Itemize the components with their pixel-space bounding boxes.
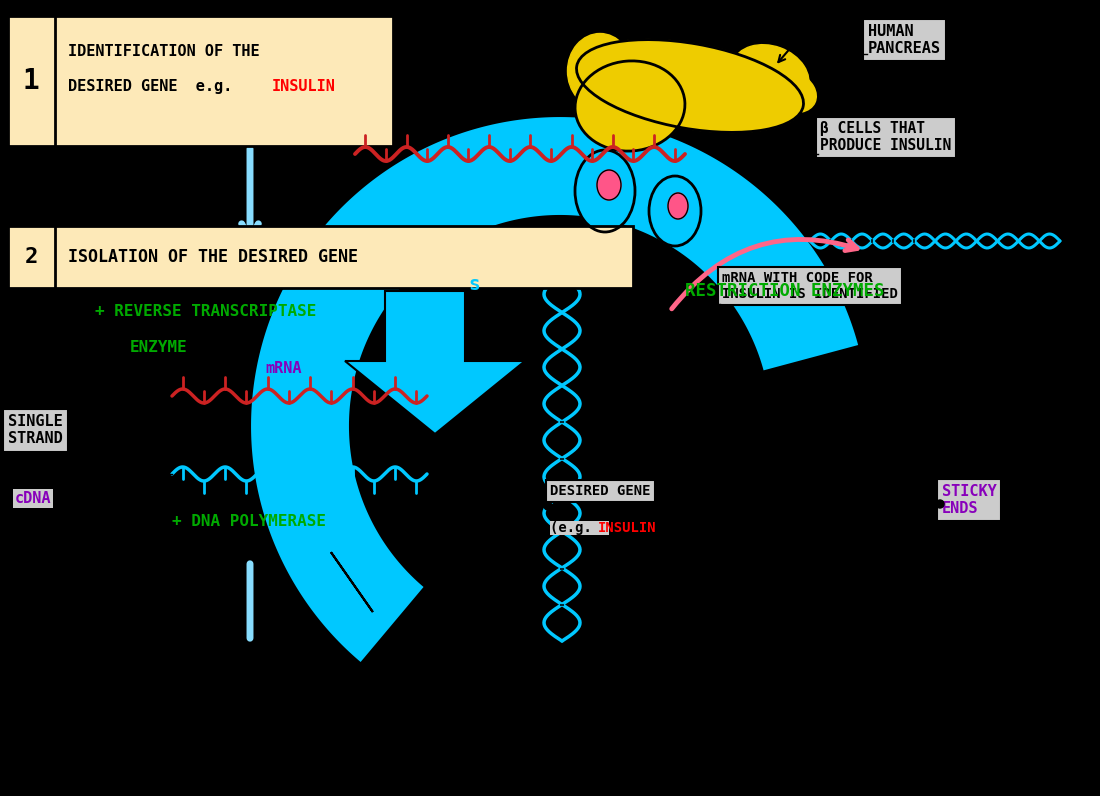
Text: mRNA: mRNA bbox=[265, 361, 301, 376]
Ellipse shape bbox=[597, 170, 622, 200]
Ellipse shape bbox=[763, 69, 816, 112]
Ellipse shape bbox=[575, 150, 635, 232]
Polygon shape bbox=[250, 116, 859, 664]
Polygon shape bbox=[345, 291, 525, 434]
FancyBboxPatch shape bbox=[8, 226, 632, 288]
Text: + DNA POLYMERASE: + DNA POLYMERASE bbox=[172, 513, 326, 529]
Circle shape bbox=[936, 500, 944, 508]
Text: INSULIN: INSULIN bbox=[272, 79, 336, 93]
Text: + REVERSE TRANSCRIPTASE: + REVERSE TRANSCRIPTASE bbox=[95, 303, 317, 318]
Text: mRNA WITH CODE FOR
INSULIN IS IDENTIFIED: mRNA WITH CODE FOR INSULIN IS IDENTIFIED bbox=[722, 271, 898, 301]
Text: RESTRICTION ENZYMES: RESTRICTION ENZYMES bbox=[685, 282, 884, 300]
Text: s: s bbox=[468, 275, 480, 294]
Text: HUMAN
PANCREAS: HUMAN PANCREAS bbox=[868, 24, 940, 57]
Text: INSULIN: INSULIN bbox=[598, 521, 657, 535]
Circle shape bbox=[795, 150, 803, 158]
Circle shape bbox=[843, 50, 851, 58]
Ellipse shape bbox=[732, 45, 808, 107]
Text: ENZYME: ENZYME bbox=[130, 341, 188, 356]
Text: IDENTIFICATION OF THE: IDENTIFICATION OF THE bbox=[68, 44, 260, 58]
Text: ISOLATION OF THE DESIRED GENE: ISOLATION OF THE DESIRED GENE bbox=[68, 248, 358, 266]
Text: 2: 2 bbox=[24, 247, 37, 267]
Text: cDNA: cDNA bbox=[15, 491, 52, 506]
Text: STICKY
ENDS: STICKY ENDS bbox=[942, 484, 997, 517]
Ellipse shape bbox=[568, 33, 632, 108]
Ellipse shape bbox=[575, 61, 685, 151]
Ellipse shape bbox=[649, 176, 701, 246]
Circle shape bbox=[544, 502, 552, 510]
Circle shape bbox=[693, 300, 701, 308]
Ellipse shape bbox=[576, 40, 803, 132]
Text: DESIRED GENE  e.g.: DESIRED GENE e.g. bbox=[68, 79, 241, 93]
Polygon shape bbox=[331, 552, 373, 612]
Text: ): ) bbox=[669, 521, 678, 535]
Text: 1: 1 bbox=[23, 67, 40, 95]
Text: DESIRED GENE: DESIRED GENE bbox=[550, 484, 650, 498]
Circle shape bbox=[138, 470, 146, 478]
Text: β CELLS THAT
PRODUCE INSULIN: β CELLS THAT PRODUCE INSULIN bbox=[820, 121, 952, 154]
Text: (e.g.: (e.g. bbox=[550, 521, 608, 535]
Text: SINGLE
STRAND: SINGLE STRAND bbox=[8, 414, 63, 447]
FancyArrowPatch shape bbox=[672, 240, 857, 309]
Ellipse shape bbox=[668, 193, 688, 219]
FancyBboxPatch shape bbox=[8, 16, 393, 146]
